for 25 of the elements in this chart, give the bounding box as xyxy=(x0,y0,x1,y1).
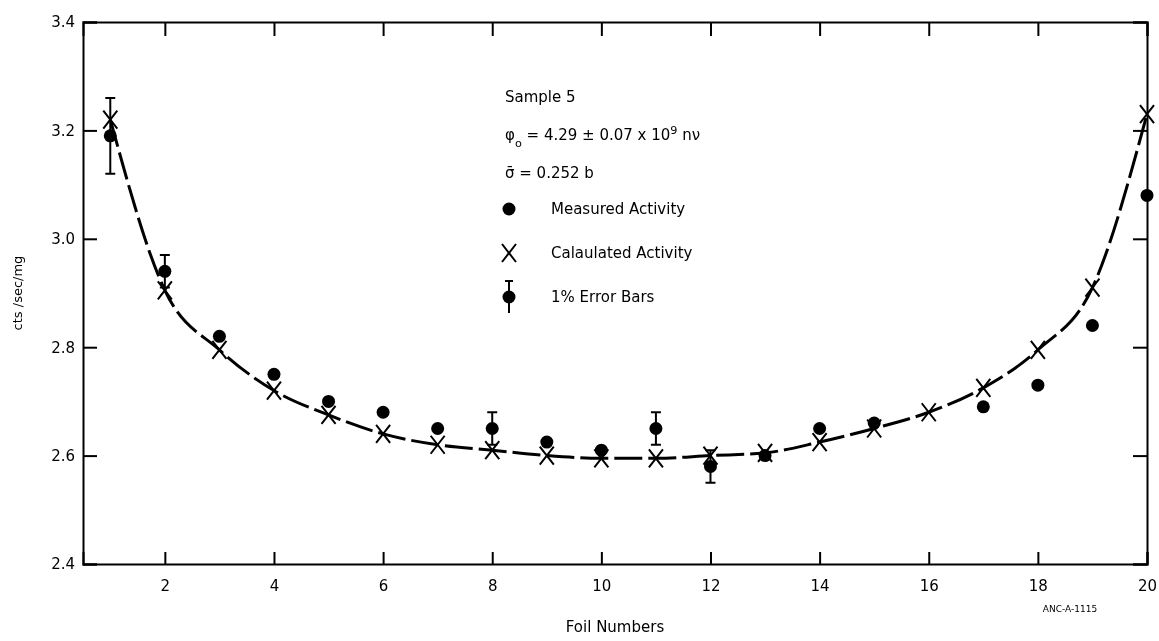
y-tick-label: 3.4 xyxy=(51,13,75,32)
legend-label: Measured Activity xyxy=(551,200,686,218)
x-axis-title: Foil Numbers xyxy=(565,618,665,636)
x-tick-label: 6 xyxy=(378,576,389,595)
x-tick-label: 8 xyxy=(487,576,498,595)
x-tick-label: 16 xyxy=(919,576,939,595)
text: ANC-A-1115 xyxy=(1042,604,1098,614)
y-tick-label: 2.8 xyxy=(51,338,75,357)
annotation: Sample 5 xyxy=(505,88,576,106)
annotation: σ̄ = 0.252 b xyxy=(505,164,594,182)
x-tick-label: 18 xyxy=(1028,576,1048,595)
x-tick-label: 12 xyxy=(701,576,721,595)
x-tick-label: 4 xyxy=(269,576,280,595)
y-axis-title: cts /sec/mg xyxy=(10,255,25,331)
x-tick-label: 10 xyxy=(592,576,612,595)
y-tick-label: 3.0 xyxy=(51,230,75,249)
y-tick-label: 2.4 xyxy=(51,555,75,574)
y-tick-label: 2.6 xyxy=(51,446,75,465)
x-tick-label: 20 xyxy=(1137,576,1158,595)
x-tick-label: 14 xyxy=(810,576,830,595)
y-tick-label: 3.2 xyxy=(51,121,75,140)
annotation: φ$_{o}$ = 4.29 ± 0.07 x 10$^{9}$ nν xyxy=(505,123,701,150)
legend-label: Calaulated Activity xyxy=(551,244,693,262)
x-tick-label: 2 xyxy=(160,576,171,595)
annotation: 1% Error Bars xyxy=(551,288,655,306)
